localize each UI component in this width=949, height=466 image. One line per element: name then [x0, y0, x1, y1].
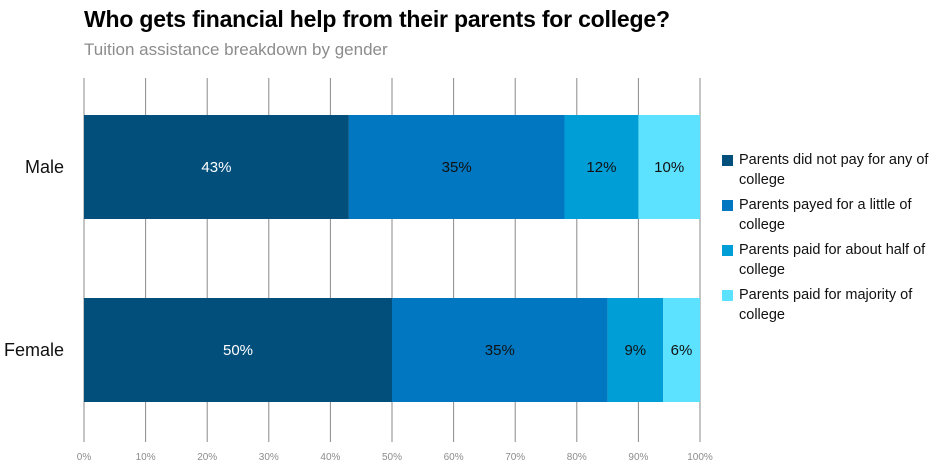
bar-value-label: 12% — [586, 159, 616, 176]
bar-value-label: 43% — [201, 159, 231, 176]
chart-subtitle: Tuition assistance breakdown by gender — [84, 40, 388, 59]
bar-segment — [638, 115, 700, 219]
bar-value-label: 10% — [654, 159, 684, 176]
legend-item: Parents did not pay for any of college — [722, 150, 947, 190]
x-tick-label: 90% — [628, 452, 648, 463]
legend-item: Parents paid for majority of college — [722, 285, 947, 325]
x-tick-label: 60% — [444, 452, 464, 463]
bar-segment — [607, 298, 664, 402]
bar-segment — [84, 115, 349, 219]
category-label: Female — [4, 340, 64, 360]
legend: Parents did not pay for any of college P… — [722, 150, 947, 330]
x-tick-label: 30% — [259, 452, 279, 463]
legend-label: Parents paid for majority of college — [739, 287, 913, 323]
x-tick-label: 0% — [77, 452, 92, 463]
legend-swatch — [722, 290, 733, 301]
legend-label: Parents payed for a little of college — [739, 197, 912, 233]
x-tick-label: 20% — [197, 452, 217, 463]
bar-segment — [663, 298, 700, 402]
bar-segment — [348, 115, 565, 219]
bar-value-label: 50% — [223, 342, 253, 359]
x-tick-label: 80% — [567, 452, 587, 463]
category-label: Male — [25, 157, 64, 177]
x-tick-label: 50% — [382, 452, 402, 463]
x-tick-label: 70% — [505, 452, 525, 463]
legend-item: Parents paid for about half of college — [722, 240, 947, 280]
bar-value-label: 6% — [671, 342, 693, 359]
bar-segment — [564, 115, 639, 219]
x-tick-label: 40% — [320, 452, 340, 463]
x-tick-label: 100% — [687, 452, 713, 463]
legend-label: Parents paid for about half of college — [739, 242, 926, 278]
bar-value-label: 35% — [442, 159, 472, 176]
chart-title: Who gets financial help from their paren… — [84, 6, 670, 32]
bar-value-label: 35% — [485, 342, 515, 359]
legend-swatch — [722, 200, 733, 211]
bar-value-label: 9% — [624, 342, 646, 359]
legend-swatch — [722, 245, 733, 256]
legend-item: Parents payed for a little of college — [722, 195, 947, 235]
x-tick-label: 10% — [136, 452, 156, 463]
legend-label: Parents did not pay for any of college — [739, 152, 929, 188]
bar-segment — [392, 298, 608, 402]
bar-segment — [84, 298, 392, 402]
legend-swatch — [722, 155, 733, 166]
